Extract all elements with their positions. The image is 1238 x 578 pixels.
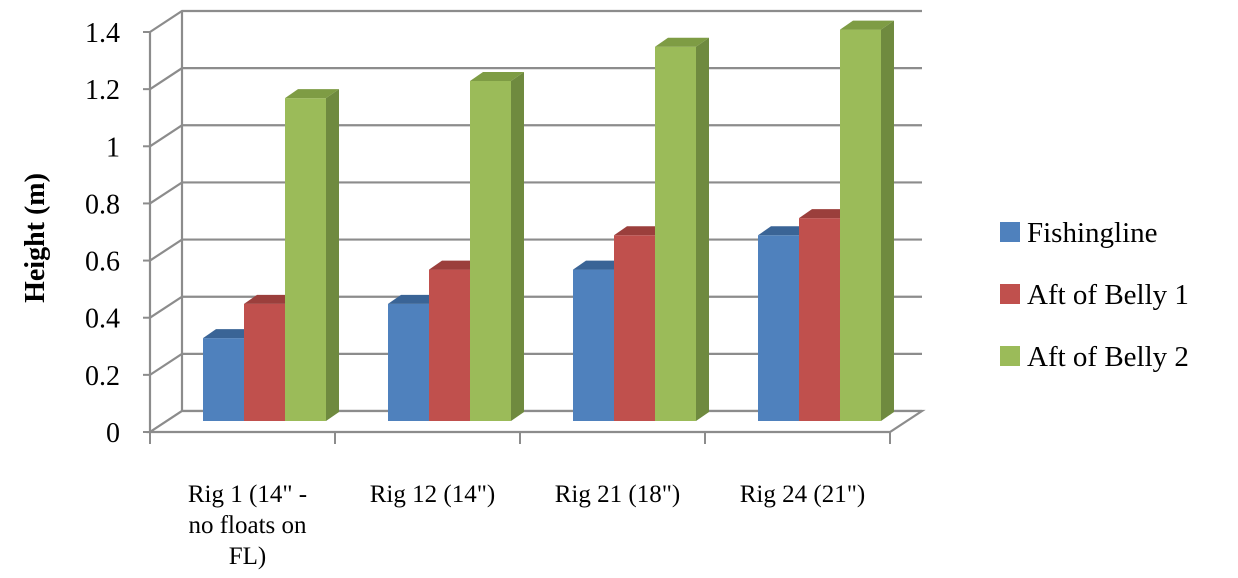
bar — [285, 98, 326, 422]
gridline — [149, 181, 922, 205]
x-tick-label-line: Rig 24 (21") — [740, 481, 865, 508]
y-tick-label: 1.4 — [85, 18, 120, 49]
x-tick-label-line: no floats on — [188, 512, 307, 539]
bar-top — [429, 260, 483, 270]
bar-top — [285, 89, 339, 99]
x-tick-label-line: Rig 21 (18") — [555, 481, 680, 508]
x-tick-label: Rig 21 (18") — [555, 481, 680, 508]
y-tick-label: 0 — [106, 418, 120, 449]
bar — [758, 235, 799, 421]
legend-label: Aft of Belly 1 — [1027, 279, 1189, 311]
bar — [203, 338, 244, 421]
bar-top — [840, 20, 894, 30]
y-tick-label: 0.2 — [85, 361, 120, 392]
bar — [614, 235, 655, 421]
bar-side — [881, 20, 894, 421]
legend-label: Aft of Belly 2 — [1027, 341, 1189, 373]
floor — [146, 409, 926, 434]
bar-group — [655, 37, 709, 421]
bar-side — [326, 89, 339, 422]
x-tick-label-line: Rig 12 (14") — [370, 481, 495, 508]
x-tick-label: Rig 1 (14" - no floats on FL) — [188, 481, 307, 570]
legend-swatch — [1000, 222, 1020, 242]
bar-top — [203, 329, 257, 339]
bar-group — [840, 20, 894, 421]
bar — [655, 46, 696, 421]
axis-layer — [143, 31, 926, 444]
bar — [799, 218, 840, 421]
y-tick-label: 0.8 — [85, 189, 120, 220]
bar-group — [285, 89, 339, 422]
y-tick-label: 1.2 — [85, 75, 120, 106]
y-axis-label: Height (m) — [20, 173, 51, 303]
bar — [388, 303, 429, 421]
legend-label: Fishingline — [1027, 217, 1158, 249]
gridline — [149, 124, 922, 148]
bar-top — [244, 294, 298, 304]
bar — [429, 269, 470, 421]
labels-layer: 0 0.2 0.4 0.6 0.8 1 1.2 1.4 Rig 1 (14" - no float… — [85, 18, 865, 570]
legend-swatch — [1000, 346, 1020, 366]
bar-top — [614, 226, 668, 236]
bar-group — [470, 72, 524, 421]
y-tick-label: 1 — [106, 132, 120, 163]
gridline — [149, 9, 922, 33]
y-tick-label: 0.6 — [85, 247, 120, 278]
bar-top — [758, 226, 812, 236]
x-tick-label-line: Rig 1 (14" - — [188, 481, 307, 508]
bar — [573, 269, 614, 421]
legend: Fishingline Aft of Belly 1 Aft of Belly 2 — [1000, 217, 1189, 373]
bar — [840, 29, 881, 421]
bar-top — [799, 209, 853, 219]
gridline — [149, 67, 922, 91]
bars-layer — [203, 20, 894, 422]
bar-top — [573, 260, 627, 270]
legend-swatch — [1000, 284, 1020, 304]
bar-top — [388, 294, 442, 304]
bar-side — [511, 72, 524, 421]
bar — [470, 81, 511, 421]
x-tick-label-line: FL) — [229, 543, 267, 570]
y-tick-label: 0.4 — [85, 304, 120, 335]
bar-top — [470, 72, 524, 81]
x-tick-label: Rig 24 (21") — [740, 481, 865, 508]
bar-top — [655, 37, 709, 47]
bar-side — [696, 37, 709, 421]
bar — [244, 303, 285, 421]
x-tick-label: Rig 12 (14") — [370, 481, 495, 508]
grid-layer — [149, 9, 922, 433]
